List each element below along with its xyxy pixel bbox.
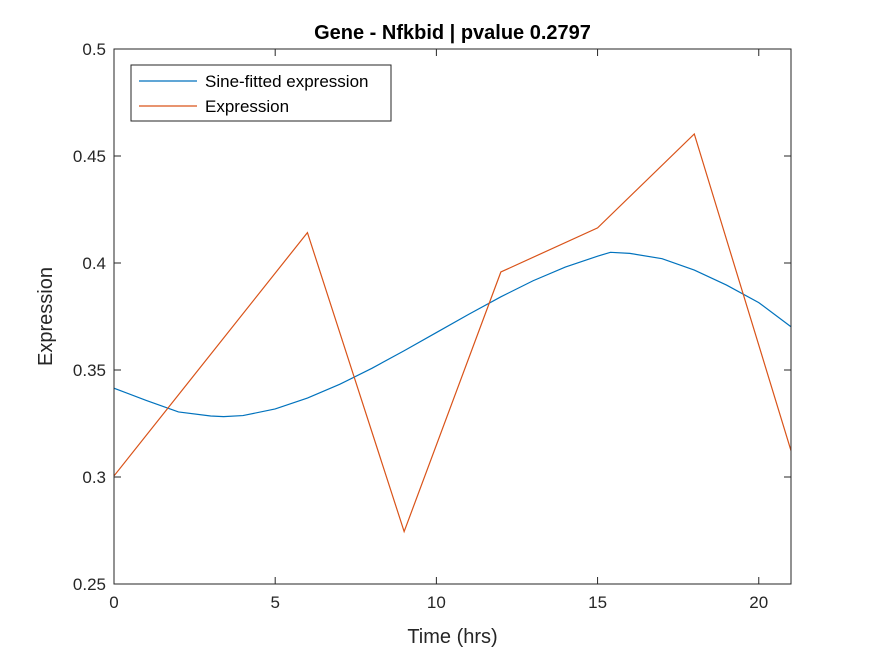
x-tick-label: 15: [588, 593, 607, 612]
legend: Sine-fitted expression Expression: [130, 64, 392, 122]
y-axis-ticks: 0.25 0.3 0.35 0.4 0.45 0.5: [73, 40, 791, 594]
legend-box: [130, 64, 392, 122]
x-tick-label: 5: [270, 593, 279, 612]
x-tick-label: 0: [109, 593, 118, 612]
y-axis-label: Expression: [35, 267, 57, 366]
x-axis-label: Time (hrs): [407, 626, 497, 648]
series-lines: [114, 132, 791, 534]
y-tick-label: 0.5: [82, 40, 106, 59]
x-axis-ticks: 0 5 10 15 20: [109, 49, 768, 612]
y-tick-label: 0.4: [82, 254, 106, 273]
y-tick-label: 0.35: [73, 361, 106, 380]
series-line-sine-fitted-expression: [114, 251, 791, 418]
chart-title: Gene - Nfkbid | pvalue 0.2797: [314, 22, 591, 44]
x-tick-label: 20: [749, 593, 768, 612]
y-tick-label: 0.3: [82, 468, 106, 487]
series-line-expression: [114, 132, 791, 534]
legend-label-expression: Expression: [205, 97, 289, 116]
x-tick-label: 10: [427, 593, 446, 612]
y-tick-label: 0.45: [73, 147, 106, 166]
y-tick-label: 0.25: [73, 575, 106, 594]
plot-frame: [113, 48, 792, 585]
legend-label-sine-fitted: Sine-fitted expression: [205, 72, 368, 91]
plot-area: [114, 49, 791, 584]
